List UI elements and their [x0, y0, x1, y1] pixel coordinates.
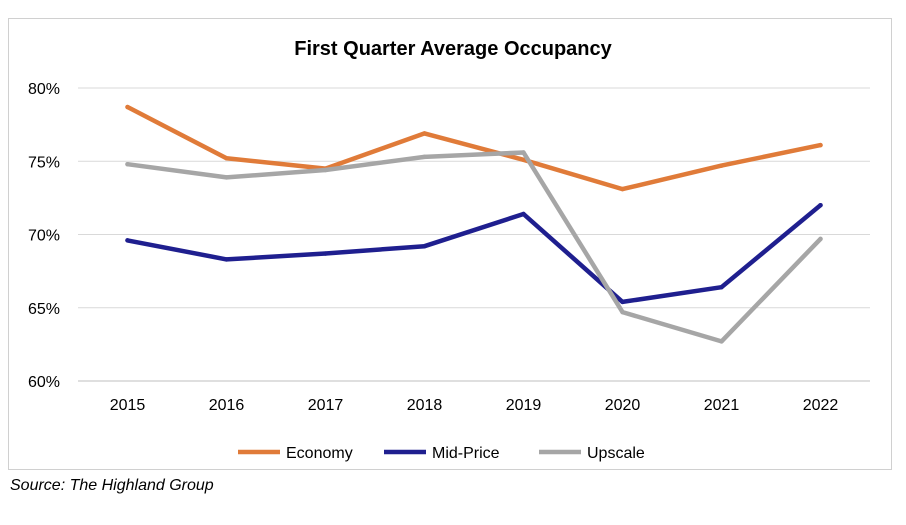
grid-lines	[78, 87, 870, 382]
data-point	[521, 150, 526, 155]
data-point	[620, 299, 625, 305]
chart-title: First Quarter Average Occupancy	[294, 38, 612, 60]
series-line-economy	[125, 104, 823, 192]
data-point	[818, 236, 823, 242]
x-tick-label: 2015	[110, 397, 146, 414]
data-point	[818, 142, 823, 148]
x-tick-label: 2020	[605, 397, 641, 414]
y-tick-label: 70%	[28, 228, 60, 245]
series-line-mid-price	[125, 202, 823, 305]
y-axis: 60% 65% 70% 75% 80%	[28, 81, 60, 391]
data-point	[323, 167, 328, 173]
legend-label: Mid-Price	[432, 445, 500, 462]
x-axis: 2015 2016 2017 2018 2019 2020 2021 2022	[110, 397, 839, 414]
data-point	[719, 339, 724, 344]
data-point	[422, 154, 427, 160]
x-tick-label: 2018	[407, 397, 443, 414]
legend-label: Economy	[286, 445, 353, 462]
series-line-upscale	[125, 150, 823, 344]
data-point	[323, 251, 328, 256]
data-point	[422, 244, 427, 249]
y-tick-label: 60%	[28, 374, 60, 391]
y-tick-label: 75%	[28, 154, 60, 171]
x-tick-label: 2019	[506, 397, 542, 414]
data-point	[224, 156, 229, 161]
data-point	[818, 203, 823, 208]
legend-label: Upscale	[587, 445, 645, 462]
data-point	[422, 131, 427, 136]
data-point	[620, 186, 625, 192]
y-tick-label: 80%	[28, 81, 60, 98]
data-point	[125, 238, 130, 243]
data-point	[125, 161, 130, 167]
data-point	[125, 104, 130, 110]
x-tick-label: 2021	[704, 397, 740, 414]
source-note: Source: The Highland Group	[10, 477, 214, 494]
data-point	[224, 175, 229, 180]
data-point	[224, 257, 229, 262]
series-lines	[125, 104, 823, 344]
data-point	[719, 163, 724, 168]
x-tick-label: 2017	[308, 397, 344, 414]
data-point	[719, 285, 724, 290]
x-tick-label: 2022	[803, 397, 839, 414]
x-tick-label: 2016	[209, 397, 245, 414]
data-point	[521, 157, 526, 162]
legend: Economy Mid-Price Upscale	[238, 445, 645, 462]
data-point	[620, 309, 625, 315]
data-point	[521, 211, 526, 217]
y-tick-label: 65%	[28, 301, 60, 318]
